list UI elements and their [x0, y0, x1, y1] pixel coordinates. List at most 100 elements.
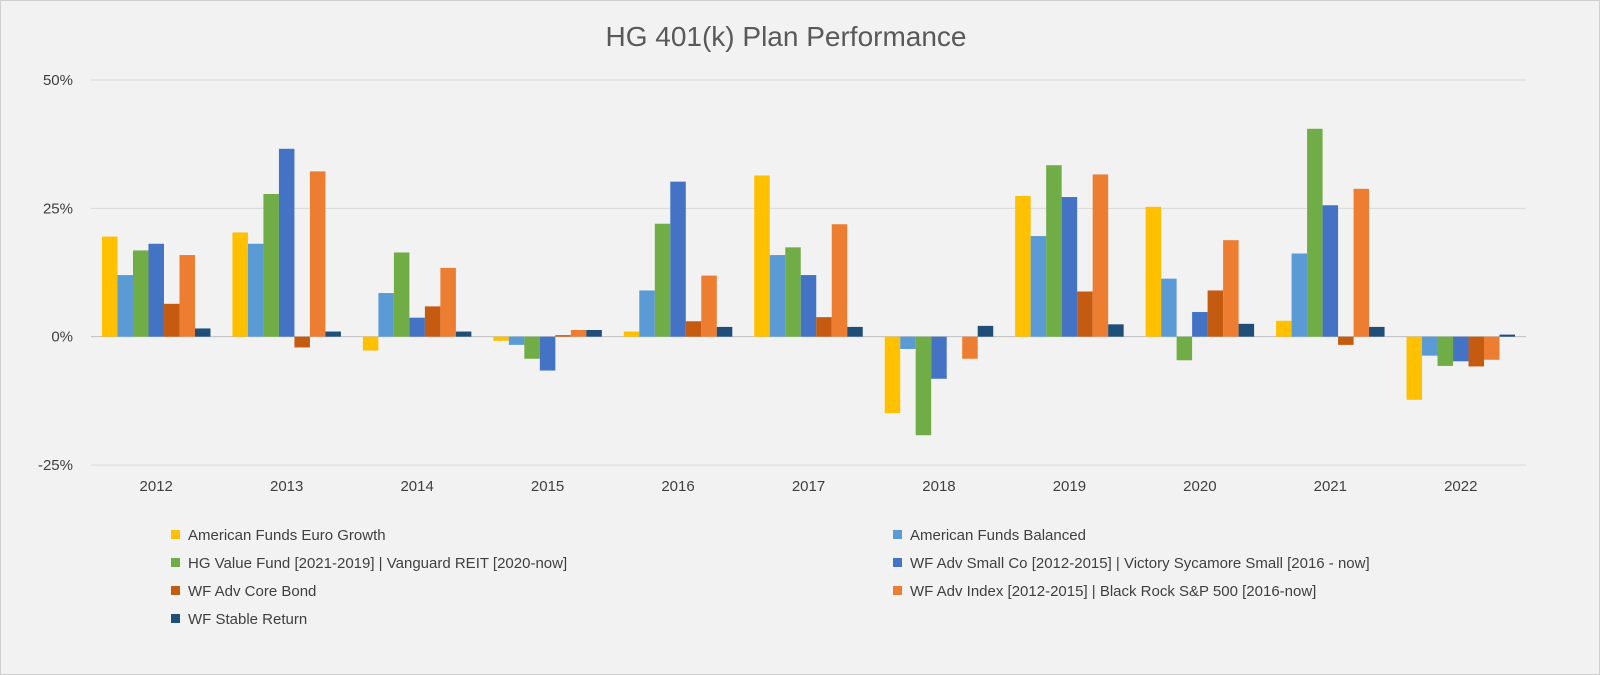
bar: [294, 336, 310, 348]
bar: [1276, 320, 1292, 337]
legend-item: American Funds Balanced: [893, 527, 1086, 544]
bar: [900, 336, 916, 349]
legend-item: WF Adv Index [2012-2015] | Black Rock S&…: [893, 583, 1316, 600]
bar: [393, 252, 410, 337]
legend-swatch: [171, 530, 180, 539]
legend-swatch: [171, 558, 180, 567]
x-tick-label: 2012: [140, 478, 173, 495]
y-tick-label: 50%: [43, 72, 73, 89]
bar: [1338, 336, 1354, 345]
x-axis: 2012 2013 2014 2015 2016 2017 2018 2019 2020 2021…: [140, 478, 1478, 495]
bar: [325, 331, 341, 337]
bar: [132, 250, 149, 337]
y-axis: 50% 25% 0% -25%: [38, 72, 73, 474]
bar: [1453, 336, 1469, 362]
legend-item: HG Value Fund [2021-2019] | Vanguard REI…: [171, 555, 567, 572]
bar: [570, 329, 587, 337]
bar: [1422, 336, 1438, 356]
bar: [1030, 236, 1047, 337]
legend-swatch: [893, 530, 902, 539]
legend-label: WF Adv Index [2012-2015] | Black Rock S&…: [910, 583, 1316, 600]
bar: [378, 293, 394, 337]
legend-swatch: [893, 558, 902, 567]
legend-label: American Funds Balanced: [910, 527, 1086, 544]
bars: [101, 128, 1516, 436]
bar: [1145, 206, 1162, 337]
bar: [1207, 290, 1224, 337]
bar: [785, 247, 801, 337]
bar: [555, 335, 571, 337]
bar: [754, 175, 770, 337]
y-tick-label: 0%: [51, 329, 73, 346]
bar: [1176, 336, 1193, 361]
bar: [915, 336, 932, 436]
bar: [1108, 324, 1124, 337]
bar: [455, 331, 472, 337]
bar: [1015, 196, 1031, 337]
bar: [931, 336, 947, 379]
y-tick-label: -25%: [38, 457, 73, 474]
bar: [1406, 336, 1423, 400]
bar: [816, 317, 832, 337]
bar: [278, 148, 295, 337]
x-tick-label: 2022: [1444, 478, 1477, 495]
bar: [309, 171, 326, 337]
bar: [1223, 240, 1239, 337]
bar: [1369, 326, 1385, 337]
bar: [117, 275, 133, 337]
legend-item: WF Adv Core Bond: [171, 583, 316, 600]
legend-label: HG Value Fund [2021-2019] | Vanguard REI…: [188, 555, 567, 572]
bar: [1484, 336, 1500, 360]
bar: [654, 223, 671, 337]
bar: [1353, 188, 1370, 337]
bar: [101, 236, 118, 337]
x-tick-label: 2017: [792, 478, 825, 495]
bar: [524, 336, 540, 359]
bar: [1192, 312, 1208, 337]
chart-title: HG 401(k) Plan Performance: [605, 21, 966, 52]
bar: [800, 275, 817, 337]
bar: [1322, 205, 1339, 337]
bar: [409, 317, 425, 337]
legend-swatch: [171, 586, 180, 595]
bar: [716, 326, 733, 337]
bar: [194, 328, 211, 337]
bar: [1092, 174, 1109, 337]
x-tick-label: 2016: [661, 478, 694, 495]
bar: [263, 193, 279, 337]
bar: [148, 243, 164, 337]
legend-item: American Funds Euro Growth: [171, 527, 386, 544]
bar: [247, 243, 264, 337]
bar: [670, 181, 686, 337]
bar: [163, 303, 180, 337]
bar: [1437, 336, 1454, 366]
bar: [884, 336, 901, 414]
bar: [539, 336, 556, 371]
bar: [493, 336, 509, 341]
x-tick-label: 2014: [400, 478, 433, 495]
legend-swatch: [171, 614, 180, 623]
bar: [1077, 291, 1093, 337]
bar: [232, 232, 248, 337]
bar: [508, 336, 525, 345]
bar: [639, 290, 655, 337]
bar: [977, 325, 994, 337]
legend-label: WF Adv Core Bond: [188, 583, 316, 600]
x-tick-label: 2013: [270, 478, 303, 495]
bar: [1499, 334, 1516, 337]
bar: [1291, 253, 1308, 337]
legend-label: American Funds Euro Growth: [188, 527, 386, 544]
bar: [1046, 165, 1062, 337]
bar: [1468, 336, 1485, 367]
x-tick-label: 2021: [1314, 478, 1347, 495]
x-tick-label: 2020: [1183, 478, 1216, 495]
y-tick-label: 25%: [43, 200, 73, 217]
bar: [179, 255, 195, 337]
bar: [623, 331, 640, 337]
bar: [701, 275, 717, 337]
bar: [424, 306, 441, 337]
legend-item: WF Stable Return: [171, 611, 307, 628]
legend-swatch: [893, 586, 902, 595]
